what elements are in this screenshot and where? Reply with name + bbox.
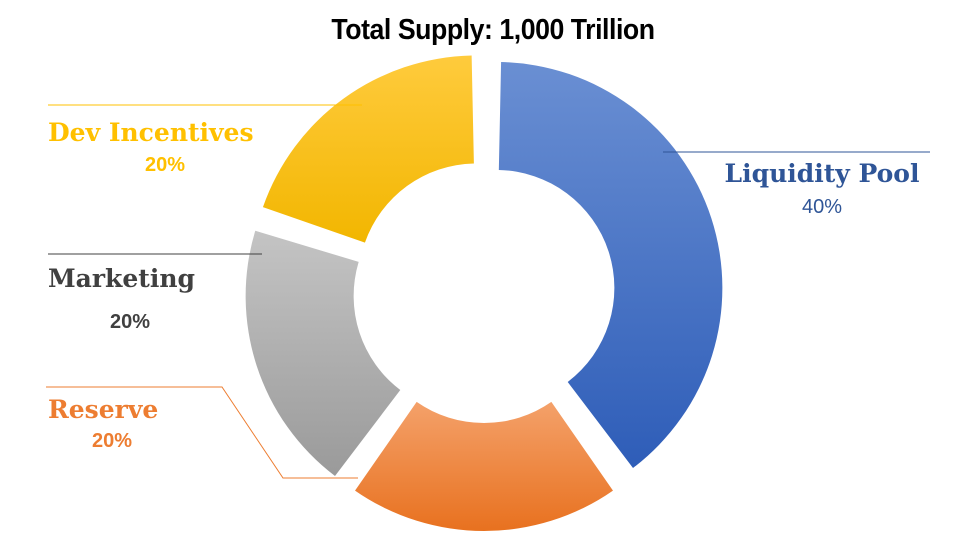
leader-lines [46, 104, 930, 479]
slice-percent-liquidity-pool: 40% [802, 196, 842, 218]
slice-label-marketing: Marketing [48, 264, 195, 293]
slice-reserve [355, 401, 613, 531]
slice-liquidity-pool [498, 62, 723, 468]
slice-percent-reserve: 20% [92, 430, 132, 452]
chart-title: Total Supply: 1,000 Trillion [331, 14, 655, 46]
slice-percent-dev-incentives: 20% [145, 154, 185, 176]
slice-label-liquidity-pool: Liquidity Pool [725, 159, 920, 188]
donut-slices [245, 55, 723, 531]
slice-label-reserve: Reserve [48, 395, 158, 424]
slice-dev-incentives [262, 55, 474, 243]
slice-label-dev-incentives: Dev Incentives [48, 118, 254, 147]
slice-labels: Liquidity Pool 40% Reserve 20% Marketing 20% D… [48, 118, 919, 452]
slice-marketing [245, 230, 401, 477]
slice-percent-marketing: 20% [110, 311, 150, 333]
leader-line-reserve [46, 386, 358, 479]
